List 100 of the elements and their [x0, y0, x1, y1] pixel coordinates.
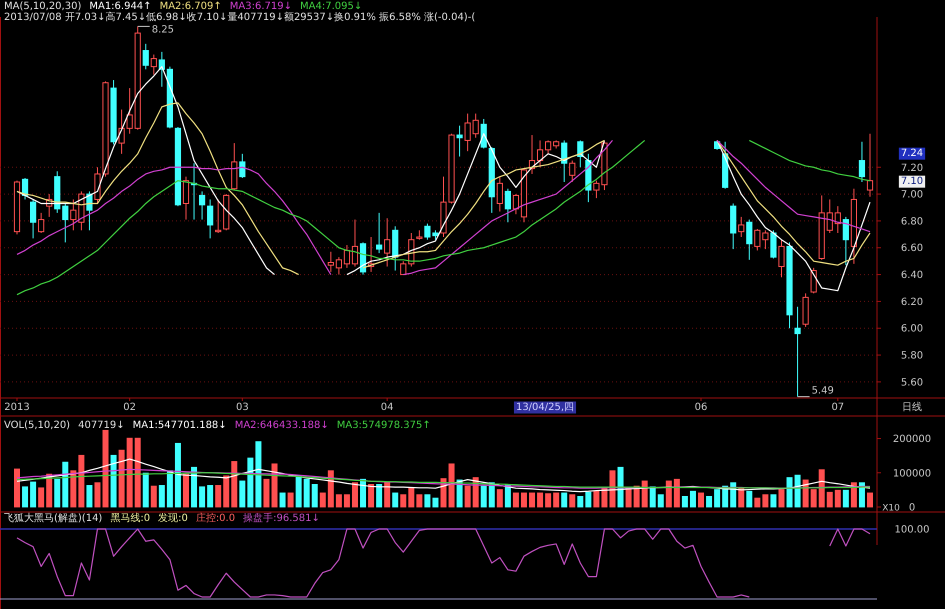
- x-tick-label: 07: [831, 402, 844, 413]
- bar: [561, 492, 568, 508]
- bar: [207, 485, 214, 508]
- candlestick: [561, 140, 568, 183]
- text: 7.24: [900, 148, 924, 160]
- bar: [826, 492, 833, 508]
- bar: [70, 470, 76, 508]
- bar: [247, 458, 254, 508]
- bar: [794, 474, 801, 508]
- ref-line-label: 100.00: [894, 524, 930, 536]
- bar: [182, 474, 189, 508]
- candlestick: [746, 219, 752, 260]
- bar: [239, 480, 246, 508]
- bar: [778, 489, 784, 508]
- bar: [666, 480, 672, 508]
- candlestick: [842, 216, 849, 266]
- text: 日线: [902, 401, 922, 413]
- x-tick-label: 2013: [4, 402, 30, 413]
- bar: [38, 487, 44, 508]
- bar: [126, 438, 133, 508]
- bar: [408, 487, 414, 508]
- bar: [496, 489, 503, 508]
- bar: [424, 494, 430, 508]
- bar: [480, 486, 487, 508]
- y-tick-label: 6.80: [900, 216, 924, 228]
- chart-title: 飞狐大黑马(解盘)(14): [4, 512, 102, 524]
- chart-title: VOL(5,10,20): [4, 420, 70, 431]
- y-tick-label: 200000: [892, 434, 932, 446]
- bar: [488, 482, 495, 508]
- bar: [288, 492, 294, 508]
- text: MA2:6.709↑: [160, 1, 222, 12]
- candlestick: [778, 239, 785, 278]
- bar: [658, 494, 664, 508]
- x-tick-label: 06: [694, 402, 708, 413]
- bar: [706, 496, 712, 508]
- bar: [786, 477, 793, 508]
- annotation: 407719↓: [78, 420, 125, 431]
- candlestick: [738, 216, 744, 238]
- bar: [352, 482, 358, 508]
- candlestick: [182, 176, 190, 220]
- bar: [626, 487, 632, 508]
- candlestick: [344, 244, 350, 268]
- bar: [223, 475, 230, 508]
- text: 黑马线:0: [110, 512, 150, 524]
- bar: [368, 484, 374, 508]
- bar: [166, 470, 173, 508]
- candlestick: [545, 140, 552, 154]
- candlestick: [207, 198, 214, 239]
- bar: [818, 469, 825, 508]
- bar: [432, 498, 438, 508]
- bar: [384, 482, 390, 508]
- bar: [448, 463, 455, 508]
- y-tick-label: 7.20: [900, 162, 924, 174]
- candlestick: [456, 125, 463, 158]
- bar: [22, 486, 28, 508]
- text: MA3:574978.375↑: [336, 420, 431, 431]
- text: 发现:0: [158, 513, 188, 524]
- bar: [867, 492, 873, 508]
- bar: [585, 492, 592, 508]
- bar: [231, 461, 238, 508]
- bar: [344, 494, 350, 508]
- bar: [392, 492, 398, 508]
- bar: [142, 472, 149, 508]
- bar: [842, 490, 849, 508]
- candlestick: [424, 223, 431, 240]
- bar: [94, 482, 100, 508]
- candlestick: [215, 198, 222, 234]
- bar: [215, 485, 222, 508]
- candlestick: [328, 251, 334, 272]
- bar: [529, 492, 536, 508]
- bar: [296, 475, 302, 508]
- bar: [416, 494, 422, 508]
- candlestick: [577, 140, 584, 168]
- bar: [618, 466, 624, 508]
- y-tick-label: 5.60: [900, 377, 924, 388]
- candlestick: [376, 212, 382, 254]
- y-tick-label: 6.20: [900, 296, 924, 308]
- y-tick-label: 7.00: [900, 190, 924, 201]
- annotation: 5.49: [812, 386, 834, 397]
- text: 7.10: [900, 176, 924, 188]
- candlestick: [858, 141, 866, 183]
- y-tick-label: 6.40: [900, 270, 924, 282]
- bar: [328, 470, 334, 508]
- bar: [320, 492, 326, 508]
- text: MA3:6.719↓: [230, 1, 292, 12]
- candlestick: [504, 188, 511, 223]
- text: X10: [882, 504, 900, 514]
- candlestick: [384, 218, 390, 268]
- candlestick: [158, 51, 165, 88]
- candlestick: [512, 194, 520, 215]
- x-tick-label: 02: [123, 402, 136, 413]
- chart-title: MA(5,10,20,30): [4, 1, 82, 12]
- x-tick-label: 03: [236, 402, 249, 413]
- bar: [360, 478, 366, 508]
- bar: [191, 466, 198, 508]
- bar: [682, 496, 688, 508]
- bar: [754, 498, 760, 508]
- bar: [850, 482, 857, 508]
- candlestick: [593, 180, 600, 199]
- candlestick: [432, 230, 439, 240]
